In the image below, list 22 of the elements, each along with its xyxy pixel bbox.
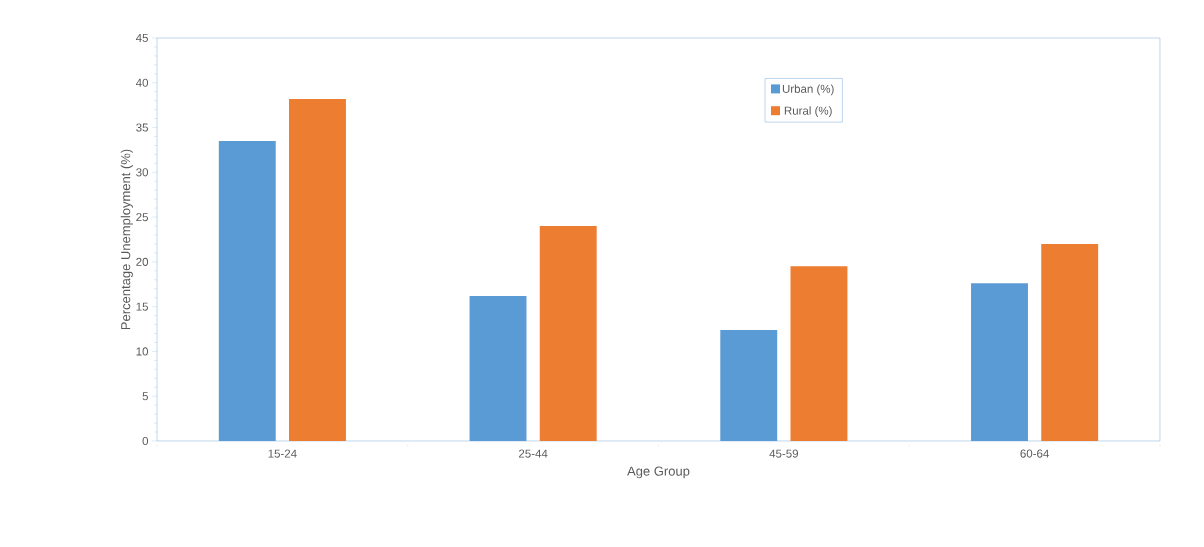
y-tick-label: 0 — [142, 436, 149, 446]
legend-label: Urban (%) — [782, 84, 834, 96]
x-tick-label: 25-44 — [518, 449, 548, 458]
y-tick-label: 5 — [142, 392, 148, 401]
y-tick-label: 30 — [136, 168, 149, 177]
x-tick-label: 15-24 — [268, 449, 297, 458]
y-tick-label: 35 — [136, 123, 148, 132]
x-tick-label: 45-59 — [769, 449, 799, 458]
y-tick-label: 45 — [135, 33, 148, 42]
y-tick-label: 25 — [136, 213, 148, 222]
legend-label: Rural (%) — [784, 106, 832, 117]
bar — [289, 98, 346, 441]
y-tick-label: 20 — [136, 257, 149, 266]
y-axis-title: Percentage Unemployment (%) — [120, 149, 133, 330]
x-tick-label: 60-64 — [1020, 449, 1049, 458]
y-tick-label: 15 — [136, 302, 148, 311]
bar — [539, 226, 597, 441]
x-axis-title: Age Group — [627, 466, 690, 479]
y-tick-label: 40 — [135, 78, 149, 87]
bar — [1041, 243, 1099, 441]
y-tick-label: 10 — [136, 347, 149, 356]
bar — [790, 266, 848, 441]
